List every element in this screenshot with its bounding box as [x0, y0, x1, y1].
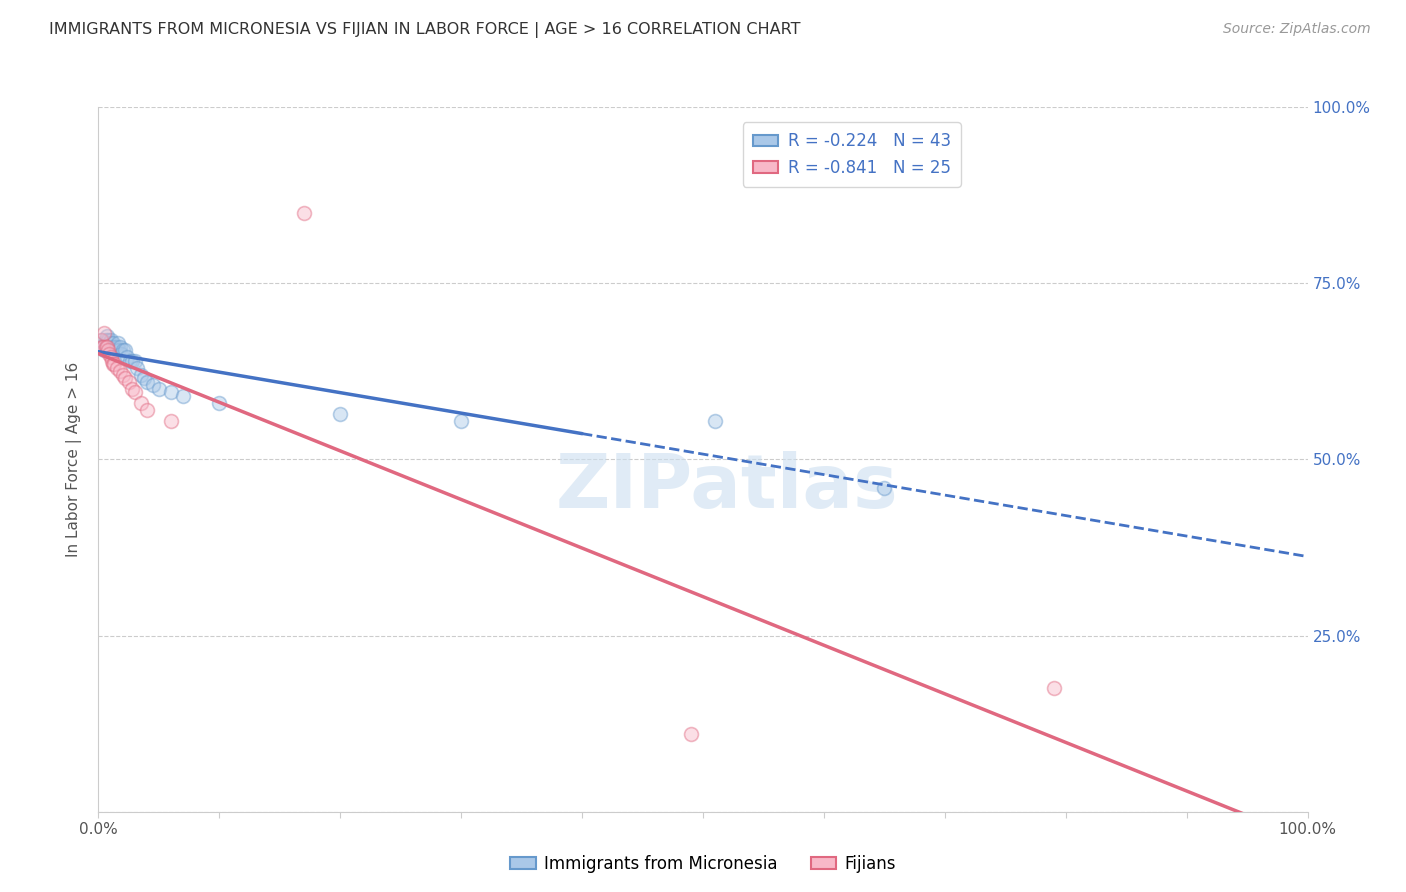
Point — [129, 396, 152, 410]
Point — [135, 403, 157, 417]
Point — [93, 343, 115, 358]
Point — [111, 368, 134, 382]
Point — [91, 340, 114, 354]
Point — [91, 333, 114, 347]
Point — [704, 414, 727, 428]
Point — [90, 340, 112, 354]
Point — [107, 336, 129, 351]
Point — [450, 414, 472, 428]
Point — [172, 389, 194, 403]
Point — [91, 340, 114, 354]
Point — [160, 414, 183, 428]
Point — [160, 385, 183, 400]
Point — [108, 343, 131, 358]
Point — [118, 375, 141, 389]
Point — [118, 353, 141, 368]
Point — [98, 336, 121, 351]
Point — [97, 333, 120, 347]
Point — [100, 333, 122, 347]
Point — [96, 329, 118, 343]
Point — [101, 357, 124, 371]
Point — [129, 368, 152, 382]
Legend: Immigrants from Micronesia, Fijians: Immigrants from Micronesia, Fijians — [503, 848, 903, 880]
Point — [97, 343, 120, 358]
Point — [100, 343, 122, 358]
Point — [121, 353, 143, 368]
Point — [94, 340, 117, 354]
Point — [98, 343, 121, 358]
Point — [124, 353, 146, 368]
Point — [103, 357, 125, 371]
Point — [292, 205, 315, 219]
Text: ZIPatlas: ZIPatlas — [555, 451, 898, 524]
Text: IMMIGRANTS FROM MICRONESIA VS FIJIAN IN LABOR FORCE | AGE > 16 CORRELATION CHART: IMMIGRANTS FROM MICRONESIA VS FIJIAN IN … — [49, 22, 800, 38]
Point — [90, 333, 112, 347]
Point — [142, 378, 165, 392]
Point — [104, 343, 127, 358]
Y-axis label: In Labor Force | Age > 16: In Labor Force | Age > 16 — [66, 362, 83, 557]
Point — [94, 336, 117, 351]
Point — [1042, 681, 1064, 696]
Point — [108, 340, 131, 354]
Point — [208, 396, 231, 410]
Text: Source: ZipAtlas.com: Source: ZipAtlas.com — [1223, 22, 1371, 37]
Point — [679, 727, 702, 741]
Point — [105, 340, 128, 354]
Point — [105, 360, 128, 375]
Point — [134, 371, 156, 385]
Point — [100, 336, 122, 351]
Point — [100, 340, 122, 354]
Legend: R = -0.224   N = 43, R = -0.841   N = 25: R = -0.224 N = 43, R = -0.841 N = 25 — [742, 122, 960, 186]
Point — [96, 340, 118, 354]
Point — [93, 326, 115, 340]
Point — [111, 343, 134, 358]
Point — [124, 385, 146, 400]
Point — [100, 350, 122, 364]
Point — [135, 375, 157, 389]
Point — [101, 336, 124, 351]
Point — [121, 382, 143, 396]
Point — [91, 340, 114, 354]
Point — [114, 371, 136, 385]
Point — [96, 340, 118, 354]
Point — [98, 346, 121, 360]
Point — [873, 481, 896, 495]
Point — [94, 333, 117, 347]
Point — [97, 340, 120, 354]
Point — [127, 360, 149, 375]
Point — [114, 343, 136, 358]
Point — [117, 350, 139, 364]
Point — [110, 346, 132, 360]
Point — [329, 407, 352, 421]
Point — [103, 340, 125, 354]
Point — [108, 364, 131, 378]
Point — [148, 382, 170, 396]
Point — [100, 353, 122, 368]
